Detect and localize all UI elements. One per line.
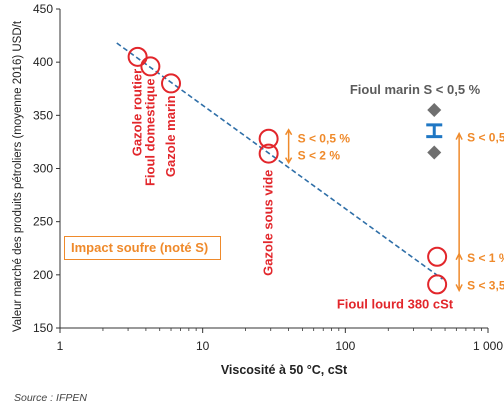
y-tick-label: 450 — [33, 2, 53, 16]
data-point — [258, 128, 279, 149]
vgo-arrow-head-up — [284, 128, 293, 136]
data-point — [140, 56, 161, 77]
group-label-vgo: Gazole sous vide — [261, 170, 276, 276]
vgo-annotation-bottom: S < 2 % — [298, 149, 341, 163]
hfo-arrow-head-bottom — [455, 284, 463, 293]
marine-fuel-marker: Fioul marin S < 0,5 % — [350, 82, 481, 160]
point-label: Fioul domestique — [142, 78, 157, 186]
x-tick-label: 100 — [335, 339, 355, 353]
y-tick-label: 150 — [33, 321, 53, 335]
point-label: Gazole marin — [163, 95, 178, 177]
trend-line-path — [116, 42, 443, 280]
vgo-arrow-head-down — [284, 157, 293, 165]
group-label-hfo: Fioul lourd 380 cSt — [337, 296, 454, 311]
x-tick-label: 1 — [57, 339, 64, 353]
hfo-arrow-head-top — [455, 131, 463, 140]
trend-line — [116, 42, 443, 280]
marine-label: Fioul marin S < 0,5 % — [350, 82, 481, 97]
data-point — [161, 73, 182, 94]
y-axis-title: Valeur marché des produits pétroliers (m… — [12, 20, 24, 332]
data-marks — [127, 46, 448, 295]
ticks: 150 200 250 300 350 400 450 1 10 100 1 000 — [33, 2, 503, 353]
y-tick-label: 250 — [33, 215, 53, 229]
hfo-annotation-bottom: S < 3,5 % — [467, 278, 504, 292]
y-tick-label: 400 — [33, 55, 53, 69]
axes — [59, 9, 488, 329]
annotations: S < 0,5 % S < 2 % S < 0,5 % S < 1 % S < 3,5 … — [284, 128, 504, 293]
vgo-annotation-top: S < 0,5 % — [298, 132, 351, 146]
impact-soufre-box: Impact soufre (noté S) — [64, 236, 221, 260]
x-axis-title: Viscosité à 50 °C, cSt — [221, 363, 348, 377]
hfo-annotation-top: S < 0,5 % — [467, 131, 504, 145]
data-point — [427, 274, 448, 295]
y-tick-label: 350 — [33, 108, 53, 122]
hfo-annotation-mid: S < 1 % — [467, 251, 504, 265]
y-tick-label: 300 — [33, 162, 53, 176]
x-tick-label: 10 — [196, 339, 210, 353]
marine-diamond-low — [427, 145, 442, 160]
hfo-arrow-head-mid — [455, 252, 463, 261]
data-point — [258, 143, 279, 164]
data-point — [127, 46, 148, 67]
marine-diamond-high — [427, 103, 442, 118]
x-tick-label: 1 000 — [473, 339, 503, 353]
data-point — [427, 246, 448, 267]
labels: Viscosité à 50 °C, cSt Valeur marché des … — [12, 20, 454, 377]
point-label: Gazole routier — [130, 69, 145, 156]
y-tick-label: 200 — [33, 268, 53, 282]
source-note: Source : IFPEN — [14, 392, 87, 404]
